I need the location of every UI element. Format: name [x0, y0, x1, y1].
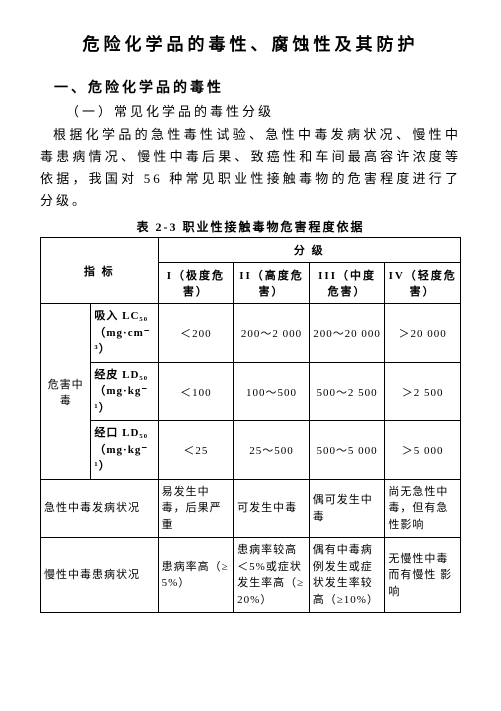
cell: ＜100	[158, 362, 234, 421]
cell: ＜25	[158, 421, 234, 480]
cell: 尚无急性中毒，但有急性影响	[385, 479, 461, 538]
document-title: 危险化学品的毒性、腐蚀性及其防护	[40, 30, 461, 55]
header-level-2: II（高度危害）	[234, 263, 310, 304]
table-row: 慢性中毒患病状况 患病率高（≥5%） 患病率较高＜5%或症状发生率高（≥20%）…	[41, 538, 461, 613]
cell: 200～20 000	[309, 304, 385, 363]
cell: 25～500	[234, 421, 310, 480]
table-caption: 表 2-3 职业性接触毒物危害程度依据	[40, 218, 461, 235]
cell: 可发生中毒	[234, 479, 310, 538]
header-indicator: 指 标	[41, 238, 159, 304]
row-group-acute: 危害中毒	[41, 304, 91, 480]
table-header-row: 指 标 分 级	[41, 238, 461, 263]
header-level-1: I（极度危害）	[158, 263, 234, 304]
cell: 200～2 000	[234, 304, 310, 363]
header-level-3: III（中度危害）	[309, 263, 385, 304]
cell: 100～500	[234, 362, 310, 421]
cell: 500～2 500	[309, 362, 385, 421]
measure-dermal: 经皮 LD₅₀（mg·kg⁻¹）	[91, 362, 158, 421]
row-label-chronic-status: 慢性中毒患病状况	[41, 538, 159, 613]
sub-heading: （一）常见化学品的毒性分级	[40, 101, 461, 120]
cell: 500～5 000	[309, 421, 385, 480]
row-label-acute-status: 急性中毒发病状况	[41, 479, 159, 538]
cell: 偶可发生中毒	[309, 479, 385, 538]
cell: 易发生中毒，后果严重	[158, 479, 234, 538]
header-level-4: IV（轻度危害）	[385, 263, 461, 304]
section-heading: 一、危险化学品的毒性	[40, 77, 461, 97]
document-page: 危险化学品的毒性、腐蚀性及其防护 一、危险化学品的毒性 （一）常见化学品的毒性分…	[0, 0, 501, 633]
table-row: 经口 LD₅₀（mg·kg⁻¹） ＜25 25～500 500～5 000 ＞5…	[41, 421, 461, 480]
cell: 患病率高（≥5%）	[158, 538, 234, 613]
cell: ＞2 500	[385, 362, 461, 421]
header-group: 分 级	[158, 238, 460, 263]
cell: ＞5 000	[385, 421, 461, 480]
measure-oral: 经口 LD₅₀（mg·kg⁻¹）	[91, 421, 158, 480]
cell: 患病率较高＜5%或症状发生率高（≥20%）	[234, 538, 310, 613]
cell: 无慢性中毒而有慢性 影响	[385, 538, 461, 613]
cell: ＞20 000	[385, 304, 461, 363]
cell: 偶有中毒病例发生或症状发生率较高（≥10%）	[309, 538, 385, 613]
table-row: 经皮 LD₅₀（mg·kg⁻¹） ＜100 100～500 500～2 500 …	[41, 362, 461, 421]
body-paragraph: 根据化学品的急性毒性试验、急性中毒发病状况、慢性中毒患病情况、慢性中毒后果、致癌…	[40, 124, 461, 212]
table-row: 急性中毒发病状况 易发生中毒，后果严重 可发生中毒 偶可发生中毒 尚无急性中毒，…	[41, 479, 461, 538]
hazard-table: 指 标 分 级 I（极度危害） II（高度危害） III（中度危害） IV（轻度…	[40, 237, 461, 613]
measure-inhale: 吸入 LC₅₀（mg·cm⁻³）	[91, 304, 158, 363]
table-row: 危害中毒 吸入 LC₅₀（mg·cm⁻³） ＜200 200～2 000 200…	[41, 304, 461, 363]
cell: ＜200	[158, 304, 234, 363]
